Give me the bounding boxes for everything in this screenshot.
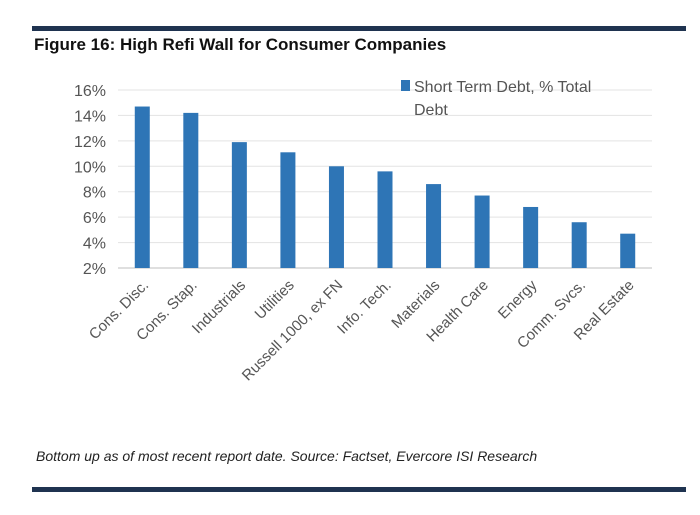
legend-label-line-2: Debt <box>414 102 448 119</box>
bar <box>620 233 636 268</box>
x-axis-category-labels: Cons. Disc.Cons. Stap.Industrials Utiliti… <box>86 276 638 384</box>
y-tick-label: 8% <box>83 185 106 202</box>
bar <box>231 142 247 268</box>
bar <box>474 195 490 268</box>
y-tick-label: 16% <box>74 83 106 100</box>
top-rule <box>32 26 686 31</box>
y-tick-label: 6% <box>83 210 106 227</box>
bar <box>377 171 393 268</box>
bar <box>426 184 442 268</box>
figure-footnote: Bottom up as of most recent report date.… <box>36 448 538 464</box>
bar <box>134 106 150 269</box>
bar <box>523 206 539 268</box>
x-category-label: Energy <box>495 276 541 322</box>
y-tick-label: 12% <box>74 134 106 151</box>
y-axis-tick-labels: 2% 4% 6% 8% 10% 12% 14% 16% <box>74 83 106 278</box>
bar <box>571 222 587 268</box>
bar <box>183 112 199 268</box>
bars <box>134 106 636 269</box>
x-category-label: Industrials <box>189 277 249 337</box>
y-tick-label: 2% <box>83 261 106 278</box>
bar <box>280 152 296 268</box>
legend-swatch <box>401 80 410 91</box>
y-tick-label: 4% <box>83 236 106 253</box>
bottom-rule <box>32 487 686 492</box>
y-tick-label: 10% <box>74 159 106 176</box>
x-category-label: Utilities <box>252 277 298 323</box>
bar <box>328 166 344 268</box>
y-tick-label: 14% <box>74 108 106 125</box>
figure-title: Figure 16: High Refi Wall for Consumer C… <box>34 35 447 54</box>
legend: Short Term Debt, % Total Debt <box>401 79 591 119</box>
legend-label-line-1: Short Term Debt, % Total <box>414 79 591 96</box>
